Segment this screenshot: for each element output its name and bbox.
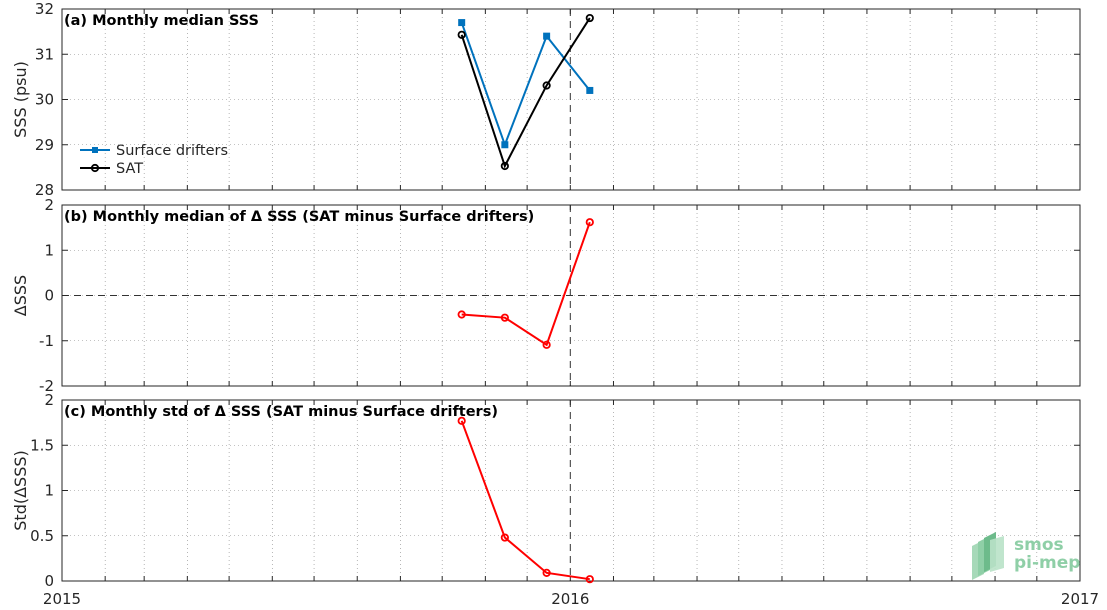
legend-marker [90, 163, 100, 173]
y-tick-label: 1.5 [30, 436, 54, 454]
y-tick-label: 31 [35, 45, 54, 63]
panel-b: -2 -1 0 1 2 ΔSSS (b) Monthly median of Δ SSS (… [11, 196, 1081, 395]
data-point [585, 218, 594, 227]
data-point [500, 313, 509, 322]
series-line [460, 22, 591, 148]
legend-marker [92, 147, 98, 153]
data-point [457, 310, 466, 319]
y-tick-label: -1 [39, 332, 54, 350]
data-point [542, 568, 551, 577]
y-axis-label: Std(ΔSSS) [11, 450, 30, 530]
y-tick-label: 28 [35, 181, 54, 199]
data-point [542, 81, 551, 90]
x-tick-label: 2017 [1061, 590, 1099, 608]
data-point [542, 340, 551, 349]
legend: Surface drifters SAT [80, 143, 228, 177]
y-axis-label: ΔSSS [11, 275, 30, 316]
data-point [457, 416, 466, 425]
panel-title: (b) Monthly median of Δ SSS (SAT minus S… [64, 209, 534, 225]
tick-marks [61, 8, 1081, 191]
logo-line-2: pi-mep [1014, 553, 1080, 573]
panel-title: (a) Monthly median SSS [64, 13, 259, 29]
panel-c: 0 0.5 1 1.5 2 Std(ΔSSS) (c) Monthly std of Δ S… [11, 391, 1081, 590]
smos-pi-mep-logo: smos pi-mep [972, 532, 1080, 580]
y-tick-label: 0 [44, 572, 54, 590]
y-tick-label: 30 [35, 91, 54, 109]
data-point [586, 86, 594, 94]
y-tick-label: -2 [39, 377, 54, 395]
legend-entry: SAT [116, 161, 143, 177]
data-point [543, 32, 551, 40]
x-axis-labels: 2015 2016 2017 [43, 590, 1099, 608]
data-point [500, 533, 509, 542]
y-tick-label: 0.5 [30, 527, 54, 545]
series-surface-drifters [458, 19, 594, 149]
x-tick-label: 2016 [551, 590, 589, 608]
data-point [457, 30, 466, 39]
y-tick-label: 2 [44, 391, 54, 409]
series-delta-b [457, 218, 594, 349]
y-tick-label: 2 [44, 196, 54, 214]
y-tick-label: 0 [44, 287, 54, 305]
legend-entry: Surface drifters [116, 143, 228, 159]
panel-title: (c) Monthly std of Δ SSS (SAT minus Surf… [64, 404, 498, 420]
y-tick-label: 32 [35, 0, 54, 18]
x-tick-label: 2015 [43, 590, 81, 608]
series-line [460, 17, 591, 169]
logo-line-1: smos [1014, 535, 1064, 555]
y-axis-label: SSS (psu) [11, 61, 30, 138]
series-line [461, 221, 591, 347]
data-point [585, 575, 594, 584]
tick-marks [61, 399, 1081, 582]
data-point [501, 141, 509, 149]
y-tick-label: 29 [35, 136, 54, 154]
y-tick-label: 1 [44, 241, 54, 259]
series-delta-c [457, 416, 594, 584]
y-tick-label: 1 [44, 482, 54, 500]
series-line [460, 420, 590, 581]
data-point [500, 161, 509, 171]
panel-a: 28 29 30 31 32 SSS (psu) (a) Monthly median SS… [11, 0, 1081, 199]
data-point [458, 19, 466, 27]
data-point [585, 13, 594, 23]
tick-marks [61, 204, 1081, 387]
series-sat [457, 13, 594, 171]
